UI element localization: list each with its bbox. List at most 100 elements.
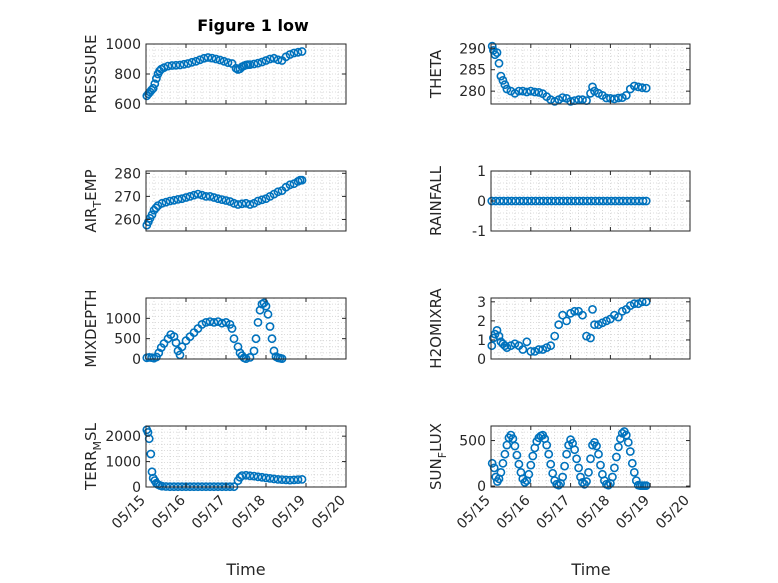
data-point [629, 81, 639, 91]
data-point [261, 56, 271, 65]
data-series [487, 427, 651, 490]
data-point [253, 472, 263, 482]
data-point [578, 310, 587, 320]
data-point [554, 320, 564, 330]
y-tick-label: 1000 [105, 455, 141, 471]
data-point [211, 54, 221, 64]
data-point [562, 449, 571, 459]
data-point [590, 320, 599, 330]
y-tick-label: 290 [459, 41, 486, 57]
data-point [293, 475, 303, 484]
data-point [265, 473, 275, 483]
data-point [195, 55, 205, 65]
y-tick-label: -1 [472, 224, 486, 240]
data-point [237, 199, 247, 209]
data-point [500, 449, 510, 459]
data-point [629, 467, 639, 477]
y-tick-label: 1 [477, 164, 486, 180]
data-point [528, 451, 538, 461]
data-point [225, 319, 235, 329]
data-point [161, 197, 171, 207]
data-point [487, 341, 497, 351]
y-tick-label: 0 [132, 352, 141, 368]
data-point [150, 79, 160, 89]
data-point [175, 60, 185, 70]
subplot-terr-msl: 0 1000 2000 05/15 05/16 05/17 05/18 05/19 05/20 T… [82, 422, 349, 532]
y-label-sub: F [436, 452, 449, 458]
data-point [496, 71, 506, 81]
x-axis-label-left: Time [225, 560, 265, 579]
data-point [546, 459, 556, 469]
data-point [566, 97, 575, 106]
data-point [629, 299, 639, 309]
data-point [165, 196, 175, 206]
data-point [637, 83, 647, 93]
data-point [245, 471, 255, 481]
data-point [221, 196, 231, 205]
y-label-sub: M [91, 441, 104, 451]
y-label-main: RAINFALL [427, 165, 445, 236]
data-point [558, 93, 567, 102]
data-point [151, 74, 161, 83]
data-point [169, 195, 179, 205]
y-tick-label: 270 [114, 189, 141, 205]
axes-box [145, 425, 347, 488]
x-tick-label: 05/19 [613, 493, 653, 533]
data-point [518, 345, 528, 354]
data-point [492, 325, 502, 335]
data-point [157, 481, 167, 491]
data-point [289, 475, 299, 485]
data-point [522, 337, 532, 347]
data-point [237, 471, 247, 480]
data-point [500, 80, 510, 90]
y-label-main: MIXDEPTH [82, 289, 100, 367]
data-point [223, 58, 233, 67]
subplot-pressure: 600 800 1000 PRESSURE [82, 35, 347, 113]
x-tick-label: 05/19 [269, 493, 309, 533]
y-label-sub: T [91, 201, 104, 209]
data-point [550, 97, 560, 106]
data-point [203, 53, 213, 62]
subplot-rainfall: -1 0 1 RAINFALL [427, 164, 691, 240]
data-point [562, 316, 571, 326]
data-series [142, 298, 287, 363]
data-point [171, 338, 181, 348]
data-point [487, 41, 497, 51]
data-point [289, 48, 299, 58]
data-point [257, 57, 267, 67]
data-point [546, 341, 556, 351]
data-point [503, 196, 513, 206]
x-tick-label: 05/20 [309, 493, 349, 533]
y-label-main: THETA [427, 49, 445, 99]
data-point [494, 58, 504, 68]
figure-title: Figure 1 low [197, 16, 309, 35]
data-point [584, 467, 593, 477]
data-point [199, 53, 209, 63]
data-point [507, 196, 517, 206]
data-point [498, 458, 508, 468]
data-point [614, 312, 623, 322]
data-point [257, 195, 267, 205]
subplot-sun-flux: 0 500 05/15 05/16 05/17 05/18 05/19 05/20 SUNFLU… [427, 423, 693, 532]
data-point [500, 341, 510, 351]
y-tick-label: 1 [477, 333, 486, 349]
y-label-tail: SL [82, 422, 100, 441]
y-axis-label: THETA [427, 49, 445, 99]
data-point [638, 196, 648, 206]
data-point [550, 331, 560, 341]
data-point [151, 203, 161, 213]
y-label-main: TERR [82, 450, 100, 491]
data-point [185, 191, 195, 201]
data-point [614, 442, 623, 452]
data-point [171, 60, 181, 70]
data-point [588, 82, 597, 92]
data-point [147, 210, 157, 220]
data-point [285, 475, 295, 485]
y-tick-label: 800 [114, 67, 141, 83]
data-point [608, 472, 617, 482]
x-tick-label: 05/16 [149, 492, 189, 532]
x-tick-label: 05/17 [189, 493, 229, 533]
data-point [297, 175, 307, 185]
y-tick-label: 1000 [105, 37, 141, 53]
data-point [554, 480, 564, 490]
